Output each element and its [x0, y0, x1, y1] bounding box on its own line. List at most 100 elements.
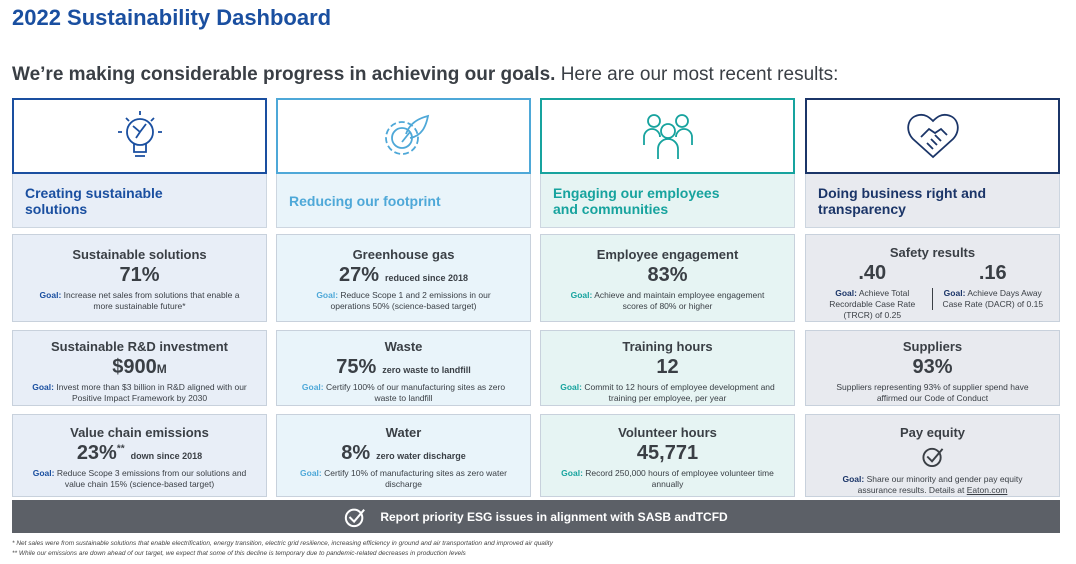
- card-title: Suppliers: [902, 339, 963, 354]
- column-label: Engaging our employees and communities: [553, 184, 720, 217]
- goal: Goal: Achieve Days Away Case Rate (DACR)…: [938, 288, 1048, 310]
- card: Waste 75% zero waste to landfill Goal: Cert…: [276, 330, 531, 406]
- card-value: 83%: [647, 264, 688, 286]
- metric: .40 Goal: Achieve Total Recordable Case R…: [813, 260, 933, 321]
- card-title: Pay equity: [899, 425, 966, 440]
- card-title: Water: [385, 425, 422, 440]
- card-value: $900: [112, 356, 157, 378]
- goal: Goal: Record 250,000 hours of employee v…: [560, 468, 775, 490]
- goal-label: Goal:: [300, 468, 322, 478]
- card-value: 23%: [76, 442, 117, 464]
- metric-row: .40 Goal: Achieve Total Recordable Case R…: [813, 260, 1053, 321]
- banner-text: Report priority ESG issues in alignment …: [380, 509, 728, 524]
- gear-leaf-icon: [384, 114, 429, 155]
- goal-text: Achieve Total Recordable Case Rate (TRCR…: [829, 288, 916, 320]
- card-value: 71%: [119, 264, 160, 286]
- card: Safety results .40 Goal: Achieve Total Re…: [805, 234, 1060, 322]
- goal-label: Goal:: [316, 290, 339, 300]
- goal-text: Increase net sales from solutions that e…: [63, 290, 240, 311]
- card: Training hours 12 Goal: Commit to 12 hours…: [540, 330, 795, 406]
- goal-label: Goal:: [570, 290, 593, 300]
- card-note: reduced since 2018: [384, 273, 469, 283]
- card-note: zero water discharge: [376, 451, 466, 461]
- card: Suppliers 93% Suppliers representing 93% o…: [805, 330, 1060, 406]
- heart-handshake-icon: [906, 113, 959, 159]
- card: Water 8% zero water discharge Goal: Certify…: [276, 414, 531, 497]
- card-value: 45,771: [636, 442, 699, 464]
- goal: Goal: Reduce Scope 1 and 2 emissions in …: [296, 290, 511, 312]
- card-title: Safety results: [889, 245, 976, 260]
- card-value: 75%: [336, 356, 377, 378]
- goal-label: Goal:: [561, 468, 583, 478]
- card-value-box: 23%** down since 2018: [77, 442, 202, 465]
- card-value: 12: [656, 356, 679, 378]
- goal-text: Certify 10% of manufacturing sites as ze…: [324, 468, 507, 489]
- card: Employee engagement 83% Goal: Achieve and …: [540, 234, 795, 322]
- footnote: * Net sales were from sustainable soluti…: [12, 540, 553, 547]
- card-title: Employee engagement: [596, 247, 739, 262]
- metric-value: .40: [858, 262, 887, 284]
- goal-label: Goal:: [301, 382, 324, 392]
- goal-text: Certify 100% of our manufacturing sites …: [326, 382, 506, 403]
- card: Pay equity Goal: Share our minority and …: [805, 414, 1060, 497]
- card-value: 93%: [912, 356, 953, 378]
- card-value-box: 27% reduced since 2018: [339, 264, 468, 287]
- goal-text: Share our minority and gender pay equity…: [857, 474, 1023, 495]
- goal-label: Goal:: [842, 474, 865, 484]
- column-label: Reducing our footprint: [289, 192, 441, 209]
- subtitle-text: Here are our most recent results:: [560, 64, 839, 85]
- goal: Goal: Achieve and maintain employee enga…: [560, 290, 775, 312]
- goal: Goal: Reduce Scope 3 emissions from our …: [32, 468, 247, 490]
- goal-text: Record 250,000 hours of employee volunte…: [585, 468, 774, 489]
- goal: Goal: Certify 100% of our manufacturing …: [296, 382, 511, 404]
- column-label-box: Creating sustainable solutions: [12, 174, 267, 228]
- card: Value chain emissions 23%** down since 201…: [12, 414, 267, 497]
- card: Sustainable solutions 71% Goal: Increase n…: [12, 234, 267, 322]
- goal-label: Goal:: [560, 382, 582, 392]
- goal-text: Invest more than $3 billion in R&D align…: [56, 382, 247, 403]
- banner-check-icon: [345, 508, 366, 527]
- column-label-box: Doing business right and transparency: [805, 174, 1060, 228]
- goal-text: Achieve and maintain employee engagement…: [594, 290, 765, 311]
- goal: Goal: Increase net sales from solutions …: [32, 290, 247, 312]
- column-label-box: Reducing our footprint: [276, 174, 531, 228]
- banner: Report priority ESG issues in alignment …: [12, 500, 1060, 533]
- bulb-icon: [117, 111, 162, 157]
- goal: Goal: Achieve Total Recordable Case Rate…: [817, 288, 927, 321]
- goal-label: Goal:: [32, 468, 55, 478]
- icon-box: [12, 98, 267, 174]
- column-label: Doing business right and transparency: [818, 184, 987, 217]
- card-title: Sustainable R&D investment: [51, 339, 228, 354]
- card-title: Training hours: [622, 339, 713, 354]
- footnote: ** While our emissions are down ahead of…: [12, 550, 466, 557]
- subtitle: We’re making considerable progress in ac…: [12, 64, 838, 86]
- icon-box: [805, 98, 1060, 174]
- column: Creating sustainable solutions Sustainab…: [12, 98, 267, 497]
- card: Sustainable R&D investment $900M Goal: Inv…: [12, 330, 267, 406]
- goal-label: Goal:: [835, 288, 857, 298]
- subtitle-bold: We’re making considerable progress in ac…: [12, 64, 556, 85]
- goal-label: Goal:: [943, 288, 966, 298]
- card-title: Sustainable solutions: [72, 247, 207, 262]
- card-title: Volunteer hours: [618, 425, 717, 440]
- goal-link[interactable]: Eaton.com: [966, 485, 1008, 495]
- card: Volunteer hours 45,771 Goal: Record 250,00…: [540, 414, 795, 497]
- goal: Goal: Certify 10% of manufacturing sites…: [296, 468, 511, 490]
- goal-text: Commit to 12 hours of employee developme…: [584, 382, 775, 403]
- check-icon: [921, 447, 943, 468]
- goal-label: Goal:: [32, 382, 54, 392]
- card-value-box: 75% zero waste to landfill: [336, 356, 471, 379]
- goal: Goal: Commit to 12 hours of employee dev…: [560, 382, 775, 404]
- goal: Goal: Invest more than $3 billion in R&D…: [32, 382, 247, 404]
- card-value: 8%: [341, 442, 371, 464]
- card-unit: M: [156, 362, 167, 376]
- card-note: zero waste to landfill: [382, 365, 471, 375]
- card-title: Greenhouse gas: [352, 247, 455, 262]
- card-title: Waste: [384, 339, 423, 354]
- column: Doing business right and transparency Sa…: [805, 98, 1060, 497]
- column: Reducing our footprint Greenhouse gas 27%…: [276, 98, 531, 497]
- column: Engaging our employees and communities E…: [540, 98, 795, 497]
- card-text: Suppliers representing 93% of supplier s…: [836, 382, 1029, 403]
- title: 2022 Sustainability Dashboard: [12, 5, 332, 30]
